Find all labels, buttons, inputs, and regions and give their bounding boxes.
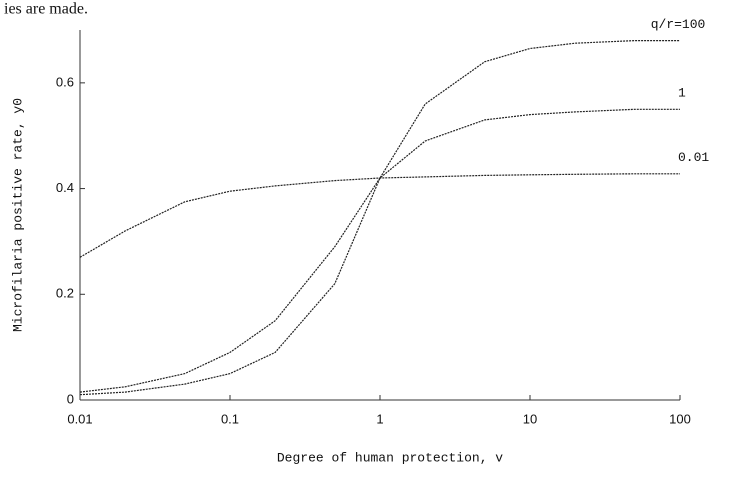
series-line — [79, 173, 680, 258]
x-axis-title: Degree of human protection, v — [277, 450, 503, 465]
x-tick-label: 10 — [523, 411, 537, 426]
series-line — [79, 108, 680, 393]
series-label: 1 — [678, 86, 686, 101]
series-label: 0.01 — [678, 150, 709, 165]
x-tick-label: 100 — [669, 411, 691, 426]
x-tick-label: 0.01 — [67, 411, 92, 426]
y-axis-title: Microfilaria positive rate, y0 — [10, 98, 25, 332]
y-tick-label: 0.6 — [56, 74, 74, 89]
caption-fragment: ies are made. — [4, 1, 88, 18]
y-tick-label: 0 — [67, 391, 74, 406]
y-tick-label: 0.4 — [56, 180, 74, 195]
series-label: q/r=100 — [651, 17, 706, 32]
y-tick-label: 0.2 — [56, 286, 74, 301]
series-line — [79, 40, 680, 396]
x-tick-label: 1 — [376, 411, 383, 426]
x-tick-label: 0.1 — [221, 411, 239, 426]
